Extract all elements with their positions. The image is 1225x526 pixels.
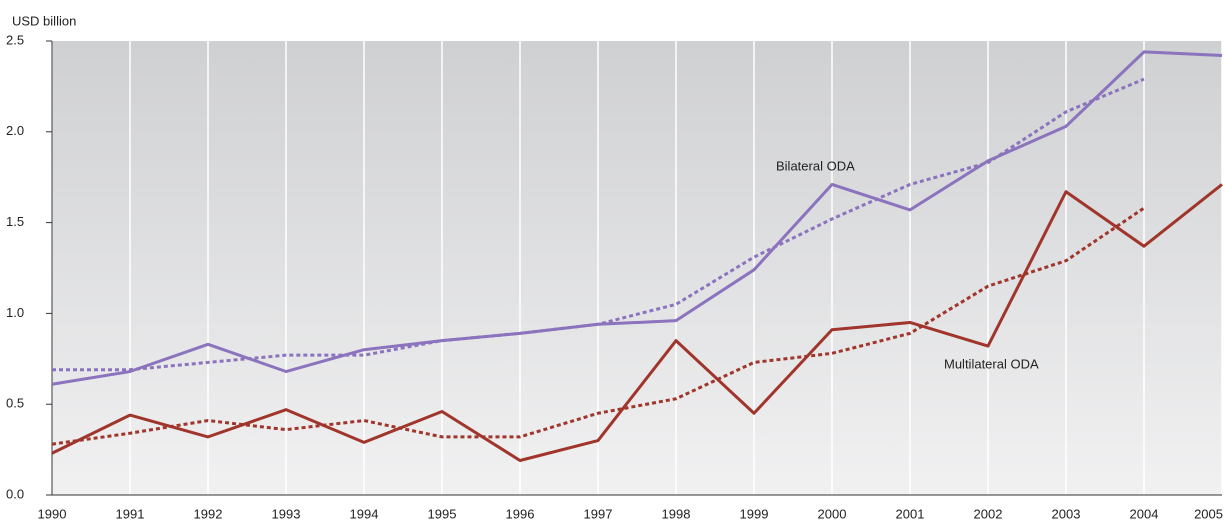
series-annotation: Multilateral ODA: [944, 356, 1039, 371]
x-tick-label: 2001: [896, 506, 925, 521]
y-tick-label: 2.0: [6, 123, 24, 138]
x-tick-label: 2004: [1130, 506, 1159, 521]
y-tick-label: 1.5: [6, 214, 24, 229]
x-tick-label: 1998: [662, 506, 691, 521]
x-tick-label: 1994: [350, 506, 379, 521]
y-tick-label: 2.5: [6, 32, 24, 47]
y-tick-label: 0.5: [6, 396, 24, 411]
x-tick-label: 1995: [428, 506, 457, 521]
trend-line: [51, 206, 1145, 446]
x-tick-label: 1997: [584, 506, 613, 521]
x-tick-label: 1996: [506, 506, 535, 521]
x-tick-label: 1992: [194, 506, 223, 521]
y-axis-label: USD billion: [12, 13, 76, 28]
x-tick-label: 2000: [818, 506, 847, 521]
x-tick-label: 1991: [116, 506, 145, 521]
x-tick-label: 2002: [974, 506, 1003, 521]
x-tick-label: 2005: [1194, 506, 1223, 521]
trend-line: [52, 77, 1145, 372]
x-tick-label: 1990: [38, 506, 67, 521]
x-tick-label: 1999: [740, 506, 769, 521]
series-line: [51, 50, 1223, 386]
y-tick-label: 1.0: [6, 305, 24, 320]
series-line: [51, 183, 1223, 462]
x-tick-label: 1993: [272, 506, 301, 521]
series-annotation: Bilateral ODA: [776, 158, 855, 173]
y-tick-label: 0.0: [6, 486, 24, 501]
x-tick-label: 2003: [1052, 506, 1081, 521]
